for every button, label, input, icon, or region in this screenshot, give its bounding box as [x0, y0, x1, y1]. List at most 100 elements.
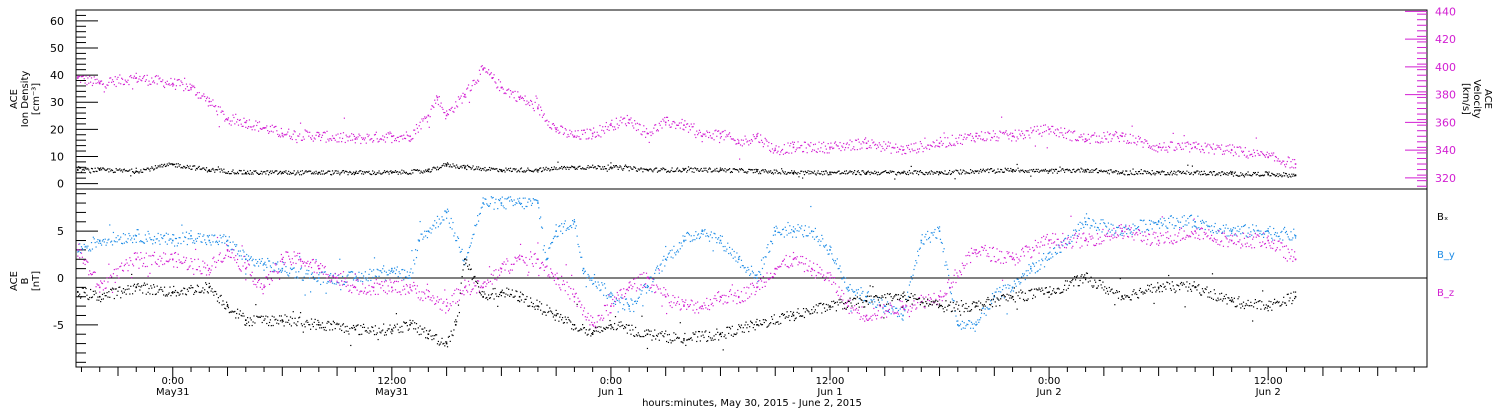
density-series-sample — [663, 167, 665, 170]
density-series-sample — [510, 170, 513, 173]
density-series-sample — [102, 167, 104, 169]
velocity-series-sample — [1166, 149, 1168, 151]
by-series-sample — [325, 292, 327, 294]
density-series-sample — [362, 171, 364, 173]
bz-series-sample — [328, 276, 330, 278]
density-series-sample — [634, 166, 636, 168]
density-series-sample — [656, 171, 659, 173]
bz-series-point — [737, 295, 740, 298]
density-series-sample — [917, 174, 920, 176]
by-series-sample — [728, 252, 730, 255]
density-series-sample — [659, 170, 661, 172]
velocity-series-sample — [882, 147, 884, 150]
by-series-sample — [1175, 225, 1177, 227]
density-series-sample — [223, 168, 225, 170]
velocity-series-sample — [1074, 139, 1077, 141]
density-series-sample — [798, 176, 800, 178]
bz-series-point — [518, 258, 521, 261]
density-series-sample — [1004, 167, 1006, 169]
density-series-sample — [425, 170, 428, 173]
density-series-sample — [80, 171, 83, 173]
density-series-sample — [750, 169, 753, 171]
density-series-sample — [184, 167, 187, 169]
by-series-sample — [430, 232, 432, 234]
density-series-sample — [1022, 170, 1025, 173]
velocity-series-sample — [1144, 138, 1146, 141]
density-series-sample — [475, 168, 477, 170]
bz-series-sample — [554, 274, 556, 276]
density-series-sample — [724, 168, 726, 170]
by-series-sample — [1077, 223, 1079, 225]
by-series-point — [902, 314, 904, 317]
velocity-series-sample — [560, 125, 562, 127]
velocity-series-sample — [1214, 148, 1216, 150]
density-series-sample — [1047, 172, 1049, 174]
density-series-sample — [460, 165, 462, 167]
velocity-series-sample — [832, 147, 834, 150]
by-series-sample — [90, 242, 93, 244]
velocity-series-sample — [595, 135, 597, 138]
velocity-series-sample — [383, 139, 385, 141]
velocity-series-sample — [1044, 124, 1047, 126]
velocity-series-sample — [1179, 146, 1182, 148]
velocity-series-sample — [557, 129, 559, 131]
velocity-series-sample — [1028, 134, 1030, 136]
velocity-series-sample — [516, 100, 518, 103]
density-series-sample — [660, 168, 662, 170]
by-series-sample — [224, 242, 226, 244]
bz-series-sample — [510, 263, 513, 265]
bz-series-sample — [560, 289, 562, 291]
velocity-series-sample — [157, 75, 159, 77]
bz-series-sample — [145, 252, 147, 254]
velocity-series-sample — [268, 131, 271, 133]
density-series-sample — [1171, 174, 1173, 176]
velocity-series-sample — [188, 89, 190, 91]
by-series-sample — [939, 238, 942, 240]
velocity-series-sample — [440, 102, 442, 104]
by-series-sample — [1179, 226, 1181, 229]
density-series-sample — [527, 167, 529, 169]
density-series-sample — [431, 169, 433, 171]
velocity-series-sample — [508, 88, 510, 90]
velocity-series-sample — [1266, 151, 1268, 153]
density-series-sample — [368, 170, 370, 173]
density-series-sample — [688, 169, 691, 171]
bz-series-sample — [629, 281, 631, 283]
density-series-sample — [1054, 168, 1057, 170]
by-series-sample — [1001, 288, 1004, 291]
by-series-sample — [1240, 233, 1242, 235]
velocity-series-sample — [1055, 134, 1057, 137]
by-series-sample — [823, 245, 825, 247]
by-series-sample — [330, 273, 332, 275]
by-series-sample — [540, 226, 543, 228]
density-series-sample — [629, 166, 631, 168]
velocity-series-point — [902, 149, 904, 151]
velocity-series-sample — [834, 141, 837, 143]
by-series-sample — [978, 321, 980, 323]
by-series-sample — [604, 287, 607, 289]
density-series-sample — [679, 170, 681, 172]
velocity-series-sample — [875, 143, 877, 145]
bz-series-sample — [185, 257, 188, 259]
bz-series-sample — [464, 279, 466, 281]
density-series-sample — [738, 171, 740, 173]
by-series-sample — [718, 242, 721, 244]
by-series-sample — [247, 255, 250, 257]
by-series-sample — [1102, 219, 1104, 221]
density-series-sample — [414, 169, 416, 171]
velocity-series-sample — [1233, 146, 1235, 148]
density-series-sample — [1184, 172, 1186, 174]
velocity-series-sample — [455, 101, 457, 103]
velocity-series-sample — [370, 138, 372, 140]
velocity-series-sample — [558, 132, 560, 134]
density-series-sample — [624, 165, 626, 168]
velocity-series-sample — [443, 111, 445, 114]
density-series-sample — [953, 170, 955, 172]
bz-series-sample — [242, 265, 244, 267]
bz-series-sample — [123, 265, 125, 267]
density-series-sample — [439, 166, 441, 169]
bz-series-sample — [460, 293, 462, 295]
bz-series-sample — [255, 284, 257, 286]
velocity-series-sample — [812, 143, 815, 146]
by-series-sample — [1084, 223, 1087, 226]
